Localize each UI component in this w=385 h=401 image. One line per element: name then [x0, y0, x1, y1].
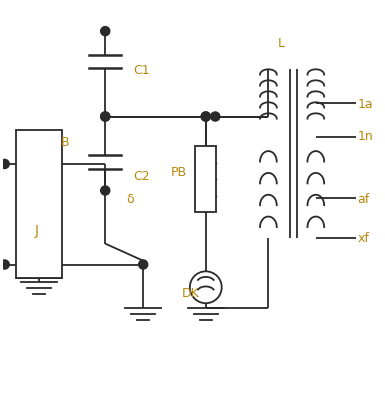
Circle shape	[139, 260, 148, 269]
Circle shape	[201, 113, 210, 122]
Circle shape	[211, 113, 220, 122]
Circle shape	[100, 113, 110, 122]
Circle shape	[100, 28, 110, 36]
Text: 1a: 1a	[358, 97, 373, 110]
Circle shape	[201, 113, 210, 122]
Text: C2: C2	[134, 169, 150, 182]
Text: δ: δ	[126, 192, 134, 205]
Circle shape	[0, 160, 9, 169]
Text: af: af	[358, 192, 370, 205]
Circle shape	[0, 260, 9, 269]
Bar	[16, 130, 62, 278]
Circle shape	[100, 186, 110, 196]
Circle shape	[100, 113, 110, 122]
Text: DK: DK	[182, 286, 199, 299]
Text: B: B	[60, 136, 69, 148]
Bar	[195, 146, 216, 213]
Text: xf: xf	[358, 232, 370, 245]
Text: L: L	[278, 37, 285, 50]
Text: J: J	[35, 224, 39, 238]
Text: C1: C1	[134, 63, 150, 77]
Text: 1n: 1n	[358, 130, 373, 143]
Text: PB: PB	[171, 166, 187, 178]
